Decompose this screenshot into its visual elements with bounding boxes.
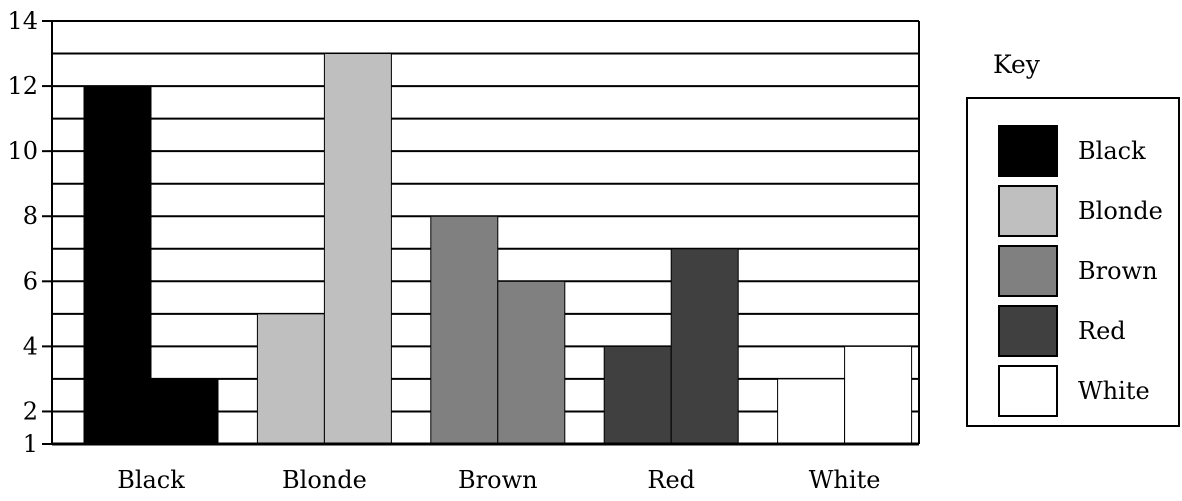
legend-label: White [1078,377,1150,405]
legend-title: Key [993,50,1040,79]
legend-label: Red [1078,317,1126,345]
y-tick-label: 8 [23,202,38,230]
legend-swatch [998,245,1058,297]
legend-item-red: Red [998,305,1178,359]
legend-item-blonde: Blonde [998,185,1178,239]
bars [83,53,913,445]
y-tick-label: 6 [23,267,38,295]
y-tick-label: 4 [23,332,38,360]
y-tick-label: 10 [7,137,38,165]
bar-blonde-2 [323,53,392,445]
legend: Black Blonde Brown Red White [966,97,1180,427]
legend-label: Blonde [1078,197,1163,225]
bar-black-2 [150,378,219,445]
y-tick-label: 1 [23,430,38,458]
bar-black-1 [83,85,152,445]
legend-swatch [998,365,1058,417]
y-tick-label: 12 [7,72,38,100]
legend-label: Black [1078,137,1146,165]
axes [51,21,920,446]
bar-white-2 [844,345,913,445]
legend-swatch [998,185,1058,237]
legend-swatch [998,305,1058,357]
legend-item-white: White [998,365,1178,419]
legend-item-black: Black [998,125,1178,179]
bar-red-2 [670,248,739,445]
legend-swatch [998,125,1058,177]
bar-red-1 [603,345,672,445]
y-tick-label: 2 [23,397,38,425]
x-tick-label-black: Black [117,466,185,494]
legend-label: Brown [1078,257,1158,285]
bar-blonde-1 [256,313,325,445]
bar-white-1 [777,378,846,445]
legend-item-brown: Brown [998,245,1178,299]
x-tick-label-white: White [809,466,881,494]
x-tick-label-red: Red [647,466,695,494]
x-tick-labels: Black Blonde Brown Red White [117,466,880,494]
x-tick-label-blonde: Blonde [282,466,367,494]
bar-brown-2 [497,280,566,445]
x-tick-label-brown: Brown [458,466,538,494]
y-tick-label: 14 [7,7,38,35]
bar-brown-1 [430,215,499,445]
